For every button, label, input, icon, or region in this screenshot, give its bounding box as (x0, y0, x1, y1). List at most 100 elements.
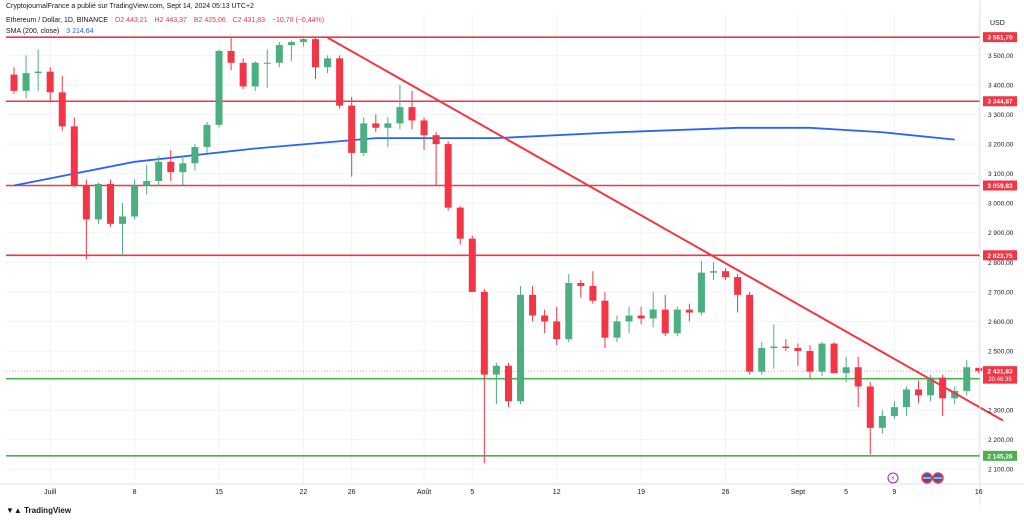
symbol-line: Ethereum / Dollar, 1D, BINANCE O2 443,21… (6, 17, 329, 24)
candle-body (517, 294, 525, 402)
sma-value: 3 214,64 (66, 28, 94, 35)
candle-body (191, 147, 199, 164)
candle-body (480, 291, 488, 375)
last-price-badge (983, 366, 1017, 384)
trendline-group (327, 36, 1004, 422)
candle-body (287, 42, 295, 46)
candle-body (82, 185, 90, 220)
x-tick-label: 22 (300, 489, 308, 496)
candle-body (613, 321, 621, 338)
x-tick-label: 26 (348, 489, 356, 496)
tradingview-logo[interactable]: ▼▲ TradingView (6, 506, 71, 515)
candle-body (299, 39, 307, 43)
level-badge (983, 96, 1017, 107)
candle-body (577, 282, 585, 286)
candle-body (10, 74, 18, 91)
candle-body (179, 163, 187, 173)
y-tick-label: 2 700,00 (988, 289, 1014, 296)
level-badge-label: 3 344,87 (987, 99, 1013, 106)
x-tick-label: 16 (975, 489, 983, 496)
y-tick-label: 3 000,00 (988, 201, 1014, 208)
candle-body (782, 346, 790, 349)
y-tick-label: 3 500,00 (988, 53, 1014, 60)
x-tick-label: 5 (844, 489, 848, 496)
y-tick-label: 2 500,00 (988, 348, 1014, 355)
candle-body (758, 348, 766, 372)
candle-body (842, 367, 850, 374)
candle-body (348, 105, 356, 153)
candle-body (143, 181, 151, 186)
time-axis[interactable]: Juill 8 15 22 26 Août 5 12 19 26 Sept 5 9 16 (0, 483, 1024, 496)
lightning-glyph: ⚡ (891, 475, 896, 483)
candle-body (890, 407, 898, 417)
candle-body (794, 348, 802, 351)
y-tick-label: 3 100,00 (988, 171, 1014, 178)
candle-body (22, 73, 30, 91)
candle-body (227, 50, 235, 63)
candle-body (239, 62, 247, 87)
sma-line-group (13, 126, 955, 187)
downtrend-line (327, 36, 1004, 422)
candle-body (444, 144, 452, 208)
candle-body (46, 71, 54, 93)
candle-body (806, 350, 814, 372)
last-price-label: 2 431,83 (987, 369, 1013, 376)
candle-body (70, 126, 78, 186)
candle-body (408, 107, 416, 121)
candle-body (529, 294, 537, 316)
open-value: O2 443,21 (114, 17, 148, 24)
candle-body (94, 183, 102, 220)
candle-body (915, 389, 922, 396)
y-tick-label: 3 300,00 (988, 112, 1014, 119)
candle-body (167, 161, 175, 173)
candle-body (263, 62, 271, 64)
candle-body (866, 386, 874, 428)
candle-body (34, 71, 42, 74)
x-tick-label: 19 (637, 489, 645, 496)
close-value: C2 431,83 (232, 17, 265, 24)
candle-body (553, 321, 561, 340)
x-tick-label: 5 (470, 489, 474, 496)
candle-body (951, 390, 959, 399)
candle-body (131, 185, 139, 217)
event-icons[interactable]: ⚡ (887, 472, 944, 484)
level-badge-label: 2 145,26 (987, 453, 1013, 460)
sma-line (13, 126, 955, 187)
candle-body (963, 367, 971, 391)
tv-logo-icon: ▼▲ (6, 506, 25, 515)
y-tick-label: 2 100,00 (988, 467, 1014, 474)
candle-body (360, 123, 368, 153)
candle-body (468, 238, 476, 292)
y-tick-label: 2 200,00 (988, 437, 1014, 444)
candle-body (697, 272, 705, 313)
countdown-label: 20:46:35 (988, 377, 1012, 383)
candle-body (854, 367, 862, 387)
candle-body (215, 50, 223, 125)
y-tick-label: 2 800,00 (988, 260, 1014, 267)
symbol-name[interactable]: Ethereum / Dollar, 1D, BINANCE (6, 17, 108, 24)
candle-body (336, 58, 344, 106)
level-badge (983, 180, 1017, 191)
x-tick-label: 26 (722, 489, 730, 496)
y-tick-label: 2 600,00 (988, 319, 1014, 326)
x-tick-label: 9 (892, 489, 896, 496)
candle-body (830, 343, 838, 374)
candle-body (637, 315, 645, 319)
candle-body (275, 45, 283, 63)
candle-body (878, 416, 886, 428)
x-tick-label: 15 (215, 489, 223, 496)
tv-brand: TradingView (24, 506, 72, 515)
sma-legend[interactable]: SMA (200, close) 3 214,64 (6, 28, 99, 35)
candle-body (673, 309, 681, 334)
level-badge (983, 32, 1017, 43)
grid (6, 14, 980, 484)
publisher-text: CryptojournalFrance a publié sur Trading… (6, 3, 254, 10)
level-badges: 3 561,703 344,873 059,832 823,752 406,16… (983, 32, 1017, 461)
candle-body (661, 309, 669, 334)
x-tick-label: Août (417, 489, 431, 496)
candle-body (746, 294, 754, 372)
horizontal-levels (6, 36, 980, 457)
candle-body (492, 365, 500, 375)
